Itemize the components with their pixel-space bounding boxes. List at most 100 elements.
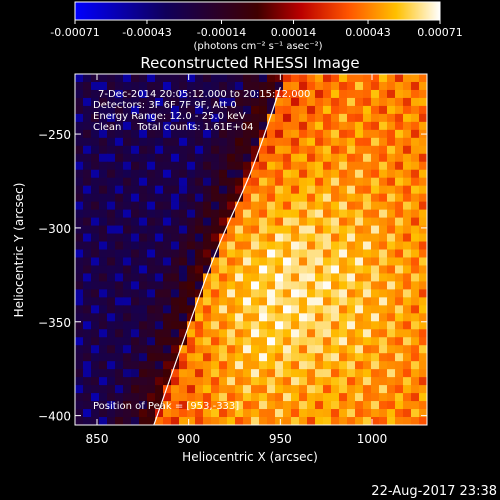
heatmap-cell [179,97,188,107]
heatmap-cell [155,129,164,139]
heatmap-cell [75,273,84,283]
heatmap-cell [235,297,244,306]
heatmap-cell [339,233,348,243]
heatmap-cell [331,113,340,123]
heatmap-cell [139,369,148,378]
heatmap-cell [75,121,84,131]
heatmap-cell [291,249,300,259]
heatmap-cell [155,297,164,306]
heatmap-cell [371,233,380,243]
heatmap-cell [379,241,388,251]
heatmap-cell [379,329,388,338]
heatmap-cell [275,273,284,283]
heatmap-cell [139,137,148,147]
heatmap-cell [323,193,332,203]
heatmap-cell [99,217,108,227]
heatmap-cell [331,289,340,298]
heatmap-cell [203,337,212,346]
heatmap-cell [147,289,156,298]
heatmap-cell [275,305,284,314]
heatmap-cell [379,313,388,322]
heatmap-cell [387,377,396,386]
heatmap-cell [179,369,188,378]
heatmap-cell [235,401,244,410]
heatmap-cell [331,369,340,378]
heatmap-cell [83,409,92,418]
heatmap-cell [275,137,284,147]
heatmap-cell [131,257,140,267]
heatmap-cell [195,409,204,418]
heatmap-cell [267,161,276,171]
heatmap-cell [419,265,427,275]
heatmap-cell [275,241,284,251]
heatmap-cell [267,225,276,235]
heatmap-cell [299,137,308,147]
heatmap-cell [291,193,300,203]
heatmap-cell [315,409,324,418]
heatmap-cell [299,297,308,306]
colorbar-tick-label: -0.00014 [197,26,246,39]
heatmap-cell [299,353,308,362]
heatmap-cell [363,313,372,322]
heatmap-cell [155,89,164,99]
heatmap-cell [171,177,180,187]
heatmap-cell [267,201,276,211]
heatmap-cell [203,409,212,418]
heatmap-cell [275,401,284,410]
heatmap-cell [83,369,92,378]
heatmap-cell [211,265,220,275]
x-tick-label: 1000 [357,432,388,446]
heatmap-cell [283,377,292,386]
heatmap-cell [91,313,100,322]
heatmap-cell [139,273,148,283]
heatmap-cell [227,121,236,131]
heatmap-cell [275,145,284,155]
heatmap-cell [379,417,388,425]
heatmap-cell [187,161,196,171]
heatmap-cell [179,193,188,203]
heatmap-cell [99,201,108,211]
heatmap-cell [363,161,372,171]
heatmap-cell [251,321,260,330]
heatmap-cell [171,74,180,83]
heatmap-cell [411,353,420,362]
heatmap-cell [411,153,420,163]
heatmap-cell [283,297,292,306]
heatmap-cell [379,225,388,235]
heatmap-cell [115,137,124,147]
heatmap-cell [115,273,124,283]
heatmap-cell [211,369,220,378]
heatmap-cell [107,217,116,227]
heatmap-cell [403,289,412,298]
heatmap-cell [99,305,108,314]
heatmap-cell [299,417,308,425]
heatmap-cell [323,201,332,211]
heatmap-cell [99,289,108,298]
heatmap-cell [299,145,308,155]
heatmap-cell [227,305,236,314]
heatmap-cell [411,81,420,91]
heatmap-cell [123,121,132,131]
heatmap-cell [323,297,332,306]
heatmap-cell [251,337,260,346]
heatmap-cell [83,201,92,211]
heatmap-cell [235,337,244,346]
heatmap-cell [131,74,140,83]
heatmap-cell [155,273,164,283]
heatmap-cell [187,417,196,425]
heatmap-cell [195,329,204,338]
heatmap-cell [347,377,356,386]
heatmap-cell [195,281,204,290]
heatmap-cell [131,137,140,147]
heatmap-cell [243,185,252,195]
heatmap-cell [179,177,188,187]
heatmap-cell [387,369,396,378]
heatmap-cell [99,393,108,402]
heatmap-cell [123,409,132,418]
heatmap-cell [163,185,172,195]
heatmap-cell [83,265,92,275]
heatmap-cell [211,297,220,306]
heatmap-cell [203,321,212,330]
heatmap-cell [267,81,276,91]
heatmap-cell [387,233,396,243]
